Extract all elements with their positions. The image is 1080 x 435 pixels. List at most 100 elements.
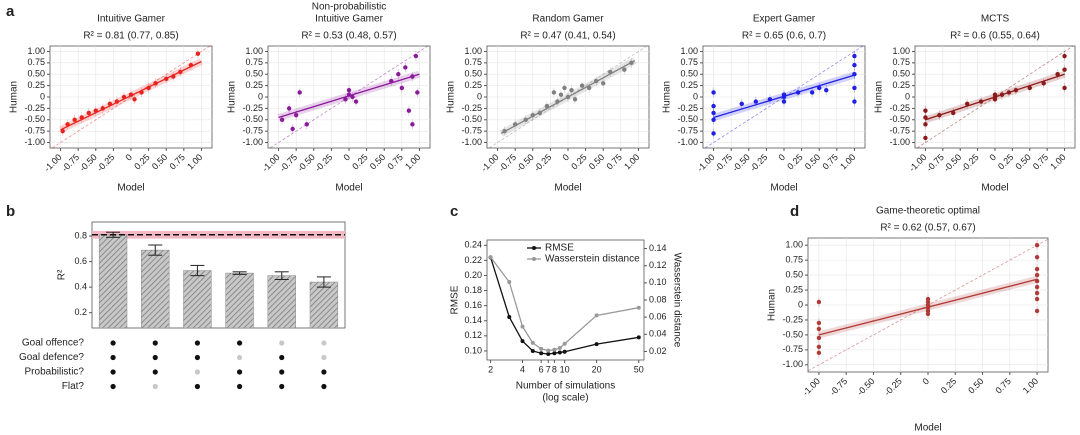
point <box>824 87 829 93</box>
x-tick-label: 0 <box>920 376 931 387</box>
point <box>65 122 70 127</box>
matrix-dot <box>194 340 201 346</box>
x-axis-label: Number of simulations <box>516 381 615 392</box>
y-tick-label: -0.75 <box>889 126 910 136</box>
chart-subtitle: R² = 0.6 (0.55, 0.64) <box>950 31 1040 42</box>
bar <box>225 272 254 329</box>
x-tick-label: -0.50 <box>855 376 877 398</box>
point <box>852 99 857 104</box>
y-axis-label: Human <box>9 81 20 113</box>
point <box>1055 72 1060 77</box>
x-tick-label: 1.00 <box>185 152 204 171</box>
point <box>552 347 557 352</box>
x-axis-label: Model <box>117 183 144 194</box>
point <box>1041 81 1046 86</box>
point <box>1006 90 1012 95</box>
point <box>816 344 822 350</box>
y-tick-label: -0.25 <box>461 103 482 113</box>
y2-tick-label: 0.02 <box>649 346 667 356</box>
y-tick-label: 0.25 <box>27 80 45 90</box>
point <box>608 69 613 75</box>
point <box>767 97 773 102</box>
bar <box>267 275 296 329</box>
chart-title: Random Gamer <box>532 14 604 25</box>
point <box>1034 272 1040 278</box>
point <box>279 117 285 122</box>
point <box>923 135 928 141</box>
x-tick-label: -0.75 <box>60 152 82 174</box>
point <box>93 108 98 113</box>
y-tick-label: 0.24 <box>464 240 482 250</box>
x-tick-label: 0.50 <box>150 152 169 171</box>
x-axis-label: Model <box>770 183 797 194</box>
point <box>164 76 169 81</box>
y-axis-label: Human <box>767 289 778 321</box>
x-tick-label: 0.25 <box>132 152 151 171</box>
x-tick-label: 1.00 <box>622 152 641 171</box>
point <box>297 90 302 95</box>
chart-subtitle: R² = 0.81 (0.77, 0.85) <box>83 31 178 42</box>
y-tick-label: -1.00 <box>782 359 803 369</box>
point <box>569 87 574 93</box>
y-tick-label: -0.75 <box>461 126 482 136</box>
x-tick-label: -0.25 <box>95 152 117 174</box>
matrix-dot <box>194 354 201 361</box>
bar <box>141 249 170 329</box>
matrix-dot <box>279 354 285 361</box>
legend-label: Wasserstein distance <box>545 254 640 265</box>
identity-line <box>51 45 211 149</box>
point <box>852 85 857 91</box>
point <box>1034 242 1040 248</box>
point <box>502 128 507 134</box>
point <box>992 92 998 97</box>
y-tick-label: 0 <box>693 91 698 101</box>
point <box>512 122 518 127</box>
point <box>530 348 535 353</box>
y-tick-label: 0.14 <box>464 315 482 325</box>
point <box>565 94 571 100</box>
y-tick-label: -0.50 <box>242 114 263 124</box>
y-tick-label: -0.75 <box>24 126 45 136</box>
x-tick-label: -0.75 <box>497 152 519 174</box>
point <box>507 280 512 284</box>
point <box>1062 85 1067 91</box>
panel-letter: b <box>6 203 15 220</box>
x-tick-label: -0.50 <box>942 152 964 174</box>
y-tick-label: 0 <box>258 91 263 101</box>
point <box>629 60 634 66</box>
point <box>923 108 928 113</box>
y-tick-label: 0 <box>905 91 910 101</box>
matrix-dot <box>194 369 201 375</box>
x-tick-label: 0 <box>776 152 787 163</box>
point <box>951 110 956 116</box>
matrix-dot <box>236 369 243 375</box>
plot-area <box>91 221 346 329</box>
point <box>781 99 787 104</box>
x-tick-label: 0.50 <box>368 152 387 171</box>
y-tick-label: -0.75 <box>782 344 803 354</box>
point <box>1034 254 1040 260</box>
y-tick-label: 0.75 <box>27 57 45 67</box>
identity-line <box>488 45 648 149</box>
x-axis-label: Model <box>335 183 362 194</box>
y-axis-label: Human <box>662 81 673 113</box>
x-tick-label: 0.75 <box>167 152 186 171</box>
point <box>816 335 822 341</box>
x-tick-label: -0.75 <box>828 376 850 398</box>
y-tick-label: 1.00 <box>785 240 803 250</box>
point <box>60 128 65 134</box>
x-tick-label: 0.50 <box>587 152 606 171</box>
point <box>1034 266 1040 272</box>
y-tick-label: 0.25 <box>245 80 263 90</box>
matrix-dot <box>321 383 327 390</box>
x-tick-label: 2 <box>488 364 493 374</box>
point <box>79 115 84 120</box>
point <box>121 94 127 100</box>
matrix-dot <box>152 383 158 390</box>
point <box>507 314 512 319</box>
y-tick-label: 0.25 <box>892 80 910 90</box>
y-tick-label: 0.12 <box>464 330 482 340</box>
point <box>399 85 405 91</box>
point <box>114 99 120 104</box>
panel-letter: a <box>6 3 15 20</box>
